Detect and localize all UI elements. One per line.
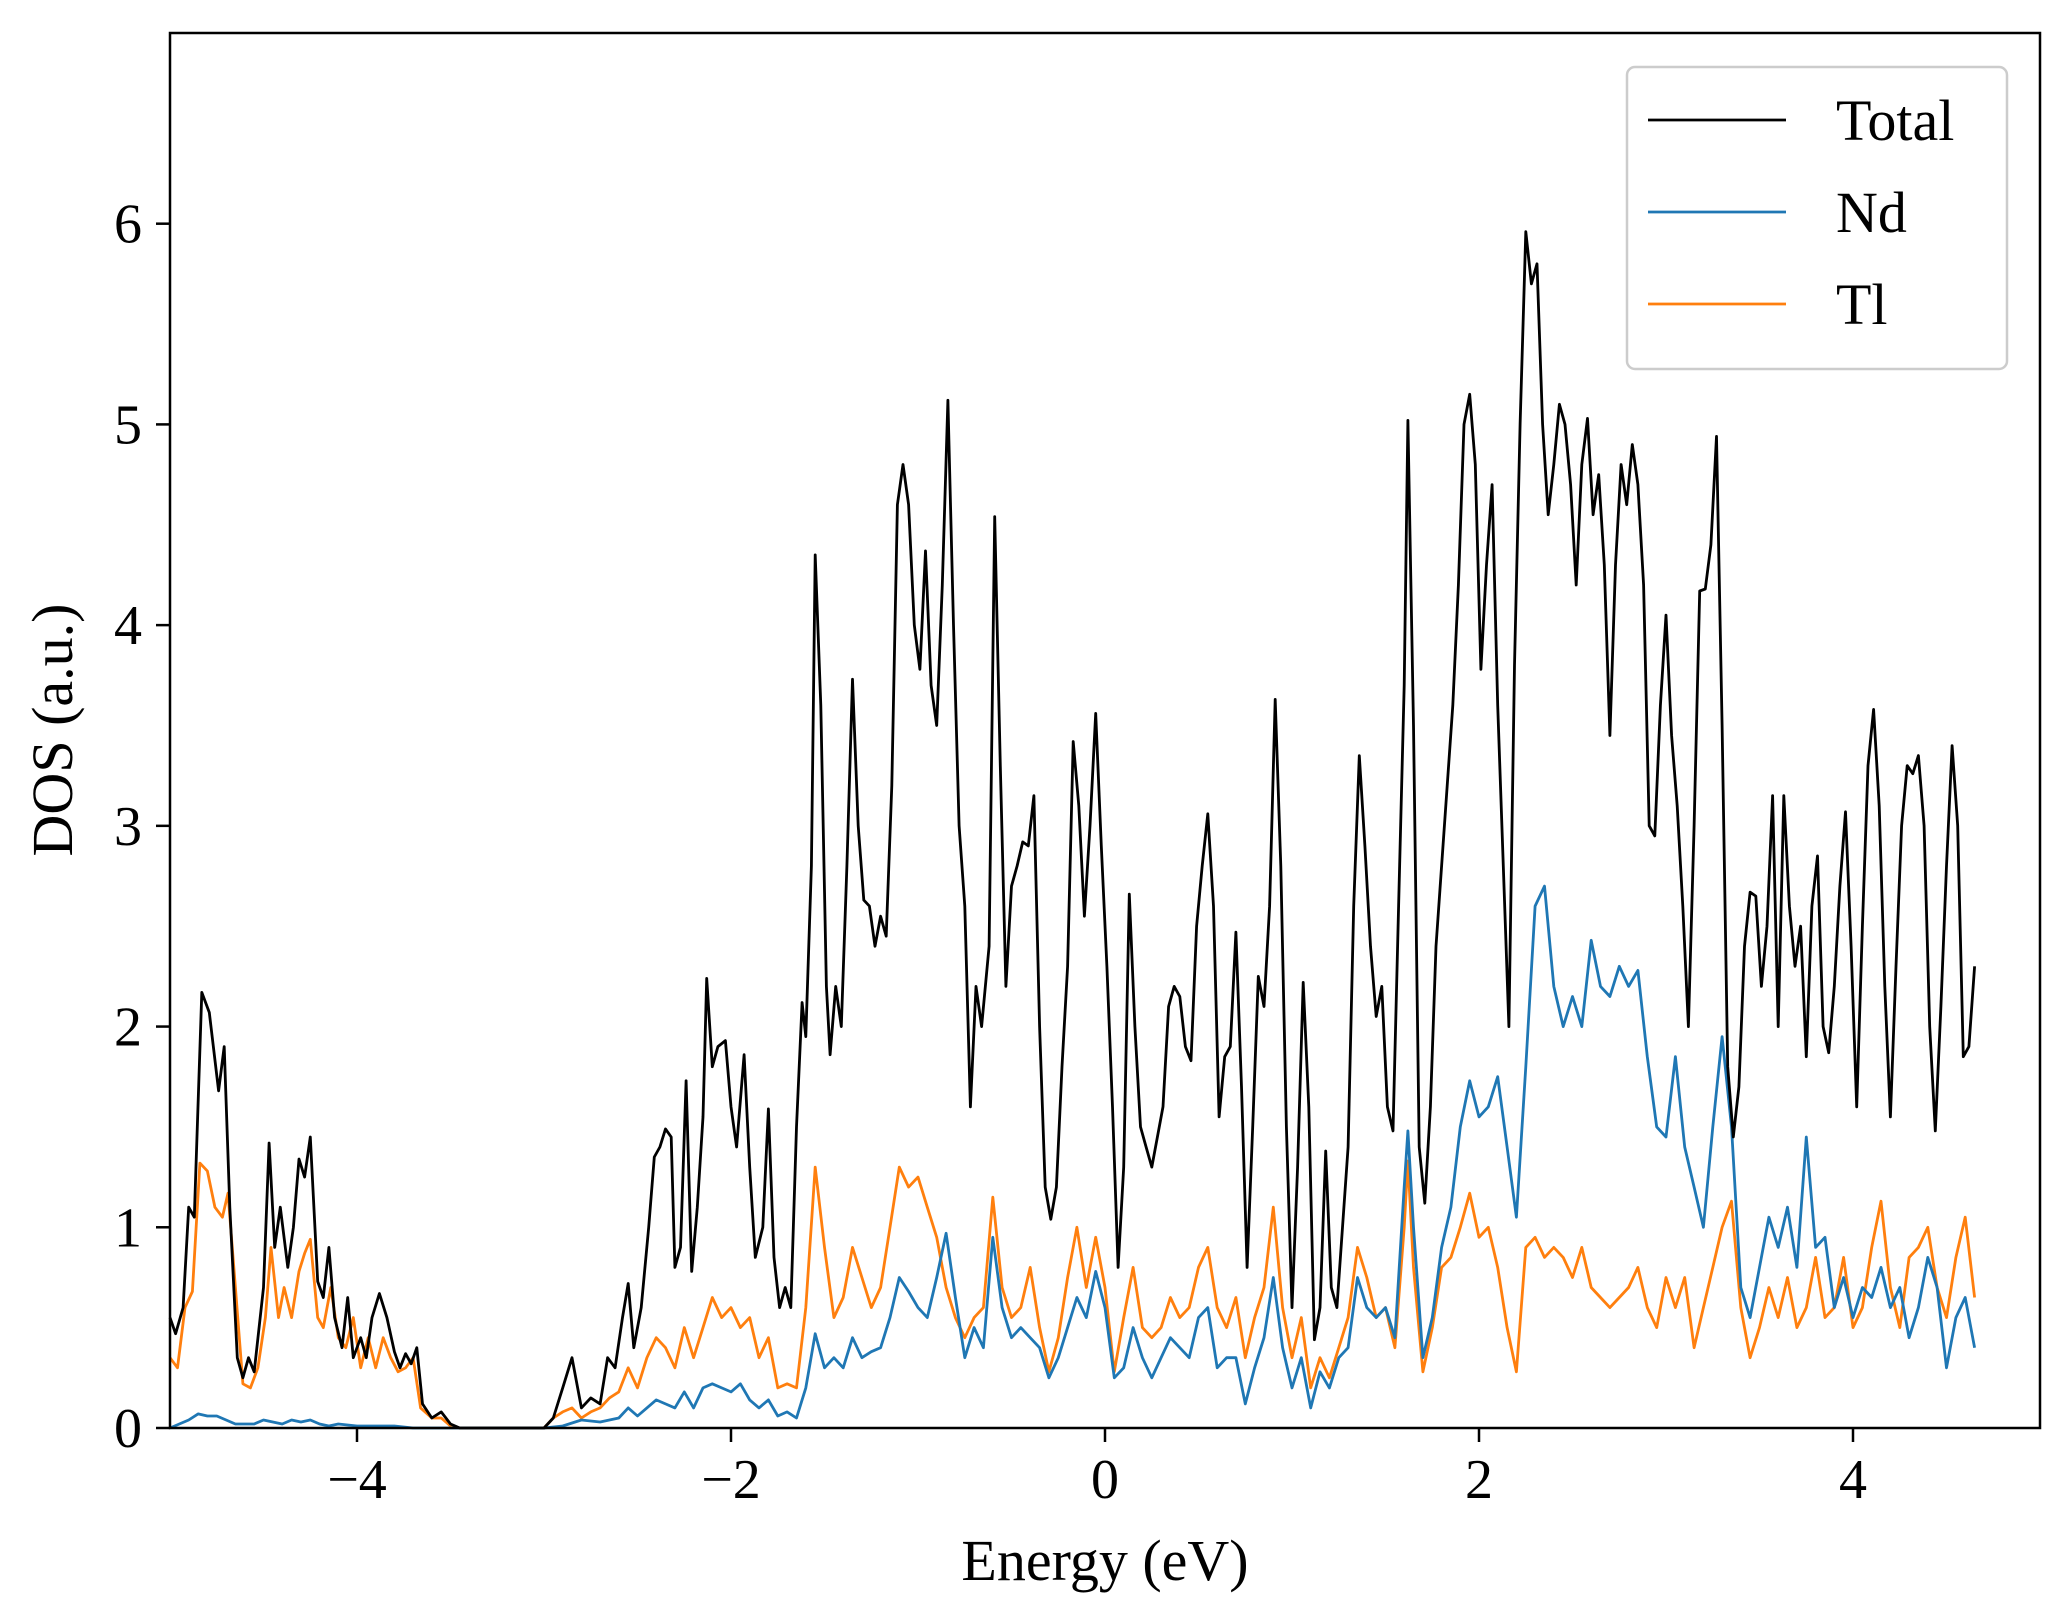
y-tick-label: 4 [114, 595, 142, 657]
x-tick-label: 0 [1091, 1449, 1119, 1511]
series-line-tl [168, 1159, 1976, 1430]
x-tick-label: −2 [701, 1449, 761, 1511]
legend-label-nd: Nd [1836, 180, 1907, 245]
legend-label-total: Total [1836, 88, 1954, 153]
series-line-nd [169, 884, 1976, 1430]
legend: Total Nd Tl [1625, 65, 2009, 371]
series-line-total [168, 230, 1976, 1430]
x-tick-label: 4 [1839, 1449, 1867, 1511]
series-layer [168, 230, 1976, 1430]
y-tick-label: 3 [114, 796, 142, 858]
y-tick-label: 5 [114, 394, 142, 456]
x-tick-label: −4 [327, 1449, 387, 1511]
y-tick-label: 6 [114, 194, 142, 256]
y-tick-label: 2 [114, 997, 142, 1059]
x-axis: −4 −2 0 2 4 [327, 1428, 1867, 1511]
legend-box [1625, 65, 2009, 371]
legend-label-tl: Tl [1836, 272, 1888, 337]
y-axis-label: DOS (a.u.) [20, 604, 85, 857]
y-axis: 0 1 2 3 4 5 6 [114, 194, 170, 1460]
y-tick-label: 0 [114, 1398, 142, 1460]
x-tick-label: 2 [1465, 1449, 1493, 1511]
y-tick-label: 1 [114, 1197, 142, 1259]
x-axis-label: Energy (eV) [961, 1528, 1248, 1593]
legend-items: Total Nd Tl [1648, 88, 1954, 337]
